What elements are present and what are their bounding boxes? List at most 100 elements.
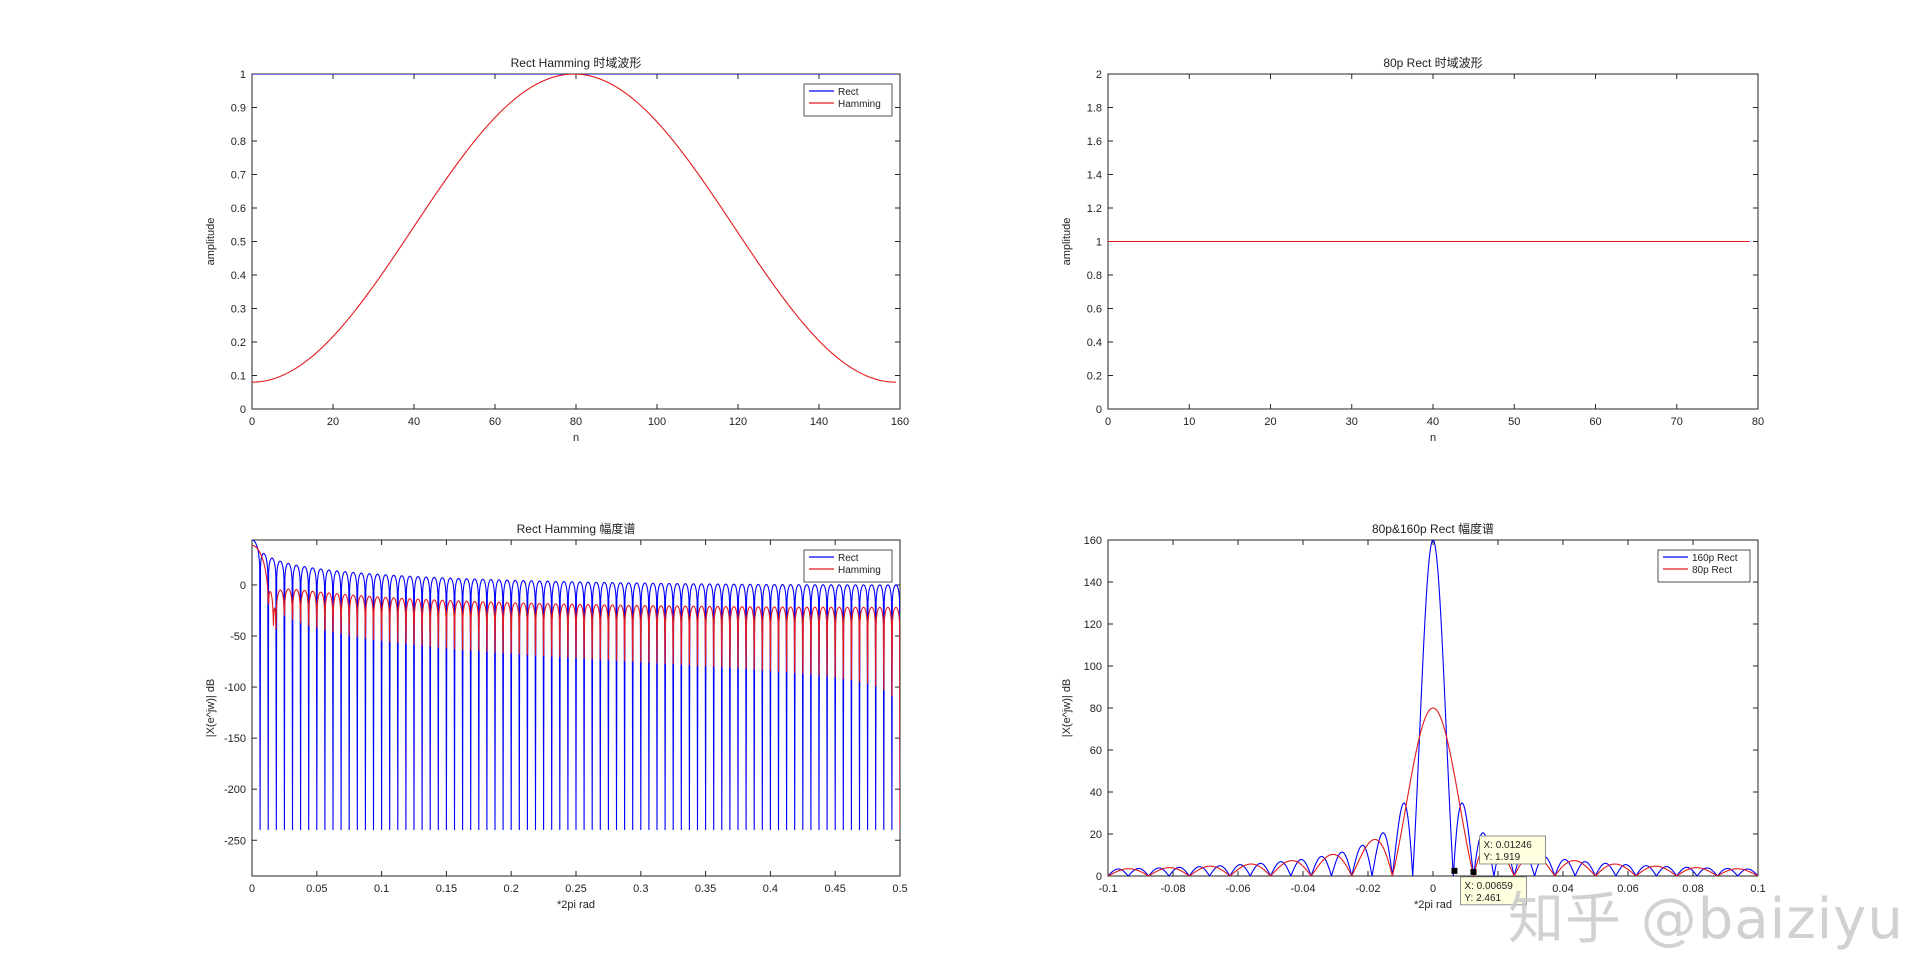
chart-title: Rect Hamming 时域波形 <box>511 56 642 70</box>
legend-box <box>1657 549 1751 583</box>
x-tick-label: 0.4 <box>763 883 778 895</box>
y-tick-label: -200 <box>224 784 246 796</box>
legend-label: Rect <box>838 87 859 98</box>
legend-box <box>803 549 893 583</box>
x-tick-label: -0.08 <box>1160 883 1185 895</box>
x-axis-label: n <box>573 432 579 444</box>
legend-label: Hamming <box>838 99 881 110</box>
datatip-marker <box>1470 868 1477 875</box>
series-line-hamming <box>252 74 896 383</box>
x-tick-label: 30 <box>1346 416 1358 428</box>
x-tick-label: 0.35 <box>695 883 716 895</box>
y-tick-label: 0.8 <box>231 136 246 148</box>
legend-label: Hamming <box>838 565 881 576</box>
y-tick-label: 0.2 <box>231 337 246 349</box>
y-tick-label: 120 <box>1084 619 1102 631</box>
y-tick-label: 0.5 <box>231 237 246 249</box>
y-tick-label: 0 <box>240 404 246 416</box>
series-group <box>252 74 896 383</box>
x-tick-label: 0 <box>1430 883 1436 895</box>
x-tick-label: 0.2 <box>504 883 519 895</box>
y-tick-label: -50 <box>230 631 246 643</box>
x-axis-label: *2pi rad <box>1414 899 1452 911</box>
chart-title: Rect Hamming 幅度谱 <box>517 521 636 536</box>
x-tick-label: 80 <box>570 416 582 428</box>
series-line-80p-rect <box>1108 707 1758 876</box>
y-tick-label: 0.6 <box>231 203 246 215</box>
y-tick-label: 140 <box>1084 577 1102 589</box>
y-axis-label: amplitude <box>1061 218 1073 266</box>
x-tick-label: -0.02 <box>1355 883 1380 895</box>
x-tick-label: 60 <box>489 416 501 428</box>
y-tick-label: 0 <box>1096 871 1102 883</box>
watermark-text: 知乎 @baiziyu <box>1508 887 1904 952</box>
legend-box <box>803 83 893 117</box>
x-tick-label: 0 <box>249 883 255 895</box>
y-tick-label: 60 <box>1090 745 1102 757</box>
legend-label: 80p Rect <box>1692 565 1732 576</box>
chart-title: 80p&160p Rect 幅度谱 <box>1372 521 1494 536</box>
y-tick-label: 0 <box>240 580 246 592</box>
y-tick-label: 100 <box>1084 661 1102 673</box>
x-tick-label: -0.1 <box>1099 883 1118 895</box>
x-tick-label: 100 <box>648 416 666 428</box>
series-group <box>252 540 900 831</box>
x-tick-label: 0.06 <box>1617 883 1638 895</box>
legend-label: 160p Rect <box>1692 553 1738 564</box>
datatip-x: X: 0.01246 <box>1483 840 1532 851</box>
series-line-rect <box>252 540 900 831</box>
x-tick-label: 0.3 <box>633 883 648 895</box>
x-tick-label: -0.04 <box>1290 883 1315 895</box>
subplot-4: -0.1-0.08-0.06-0.04-0.0200.020.040.060.0… <box>1061 521 1766 911</box>
y-tick-label: 1 <box>1096 237 1102 249</box>
x-tick-label: 0.15 <box>436 883 457 895</box>
y-tick-label: 1 <box>240 69 246 81</box>
x-tick-label: 80 <box>1752 416 1764 428</box>
x-tick-label: 60 <box>1589 416 1601 428</box>
y-tick-label: 1.2 <box>1087 203 1102 215</box>
y-tick-label: 80 <box>1090 703 1102 715</box>
datatip-y: Y: 1.919 <box>1483 852 1520 863</box>
y-tick-label: 160 <box>1084 535 1102 547</box>
y-tick-label: -150 <box>224 733 246 745</box>
y-tick-label: 0.6 <box>1087 304 1102 316</box>
y-tick-label: 1.4 <box>1087 170 1102 182</box>
subplot-2: 0 10 20 30 40 50 60 70 80 0 0.2 0.4 0.6 0.8 1 1.2 1.4 1.6… <box>1061 56 1764 444</box>
x-tick-label: 0.08 <box>1682 883 1703 895</box>
x-tick-label: 0 <box>1105 416 1111 428</box>
y-tick-label: 0.4 <box>231 270 246 282</box>
x-tick-label: 50 <box>1508 416 1520 428</box>
x-tick-label: 0.5 <box>892 883 907 895</box>
y-axis-label: |X(e^jw)| dB <box>205 679 217 738</box>
y-tick-label: -250 <box>224 835 246 847</box>
y-axis-label: amplitude <box>205 218 217 266</box>
x-tick-label: 40 <box>408 416 420 428</box>
x-tick-label: 0.45 <box>824 883 845 895</box>
subplot-3: 0 0.05 0.1 0.15 0.2 0.25 0.3 0.35 0.4 0.45 0.5 -250… <box>205 521 908 911</box>
series-group <box>1108 540 1758 876</box>
x-tick-label: 20 <box>327 416 339 428</box>
y-tick-label: 1.8 <box>1087 103 1102 115</box>
x-tick-label: 70 <box>1671 416 1683 428</box>
y-tick-label: 0.3 <box>231 304 246 316</box>
x-tick-label: 0.1 <box>1750 883 1765 895</box>
x-axis-label: n <box>1430 432 1436 444</box>
y-tick-label: 20 <box>1090 829 1102 841</box>
y-tick-label: 0.8 <box>1087 270 1102 282</box>
x-axis-label: *2pi rad <box>557 899 595 911</box>
y-tick-label: 0.1 <box>231 371 246 383</box>
y-tick-label: 0.9 <box>231 103 246 115</box>
x-tick-label: 0.25 <box>565 883 586 895</box>
x-tick-label: -0.06 <box>1225 883 1250 895</box>
x-tick-label: 0.04 <box>1552 883 1573 895</box>
x-tick-label: 120 <box>729 416 747 428</box>
x-tick-label: 20 <box>1264 416 1276 428</box>
y-tick-label: 0.4 <box>1087 337 1102 349</box>
y-axis-label: |X(e^jw)| dB <box>1061 679 1073 738</box>
datatip-x: X: 0.00659 <box>1464 881 1513 892</box>
x-tick-label: 160 <box>891 416 909 428</box>
